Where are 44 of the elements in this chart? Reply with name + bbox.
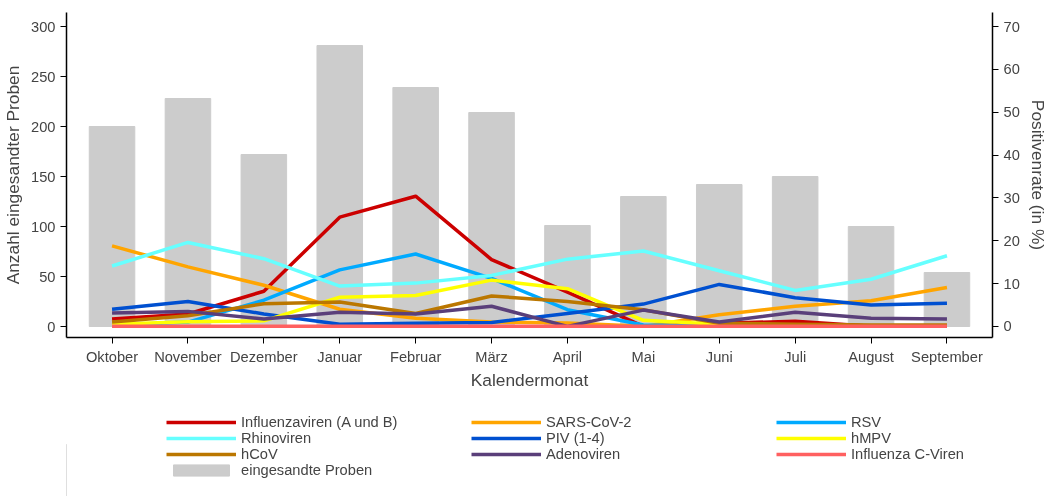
legend-label: hCoV	[241, 446, 279, 462]
legend-label: Adenoviren	[546, 446, 622, 462]
x-tick-label: Januar	[317, 348, 363, 365]
x-tick-label: August	[848, 348, 894, 365]
y2-tick-label: 70	[1003, 18, 1020, 35]
y2-tick-label: 50	[1003, 104, 1020, 121]
x-tick-label: März	[475, 348, 508, 365]
x-axis-title: Kalendermonat	[470, 369, 589, 390]
y2-tick-label: 10	[1003, 275, 1020, 292]
y2-tick-label: 40	[1003, 147, 1020, 164]
y2-tick-label: 20	[1003, 232, 1020, 249]
x-tick-label: Juni	[705, 348, 733, 365]
x-tick-label: Februar	[389, 348, 442, 365]
legend-label: PIV (1-4)	[546, 430, 606, 446]
y-tick-label: 50	[39, 268, 56, 285]
bar	[316, 45, 364, 327]
x-tick-label: April	[552, 348, 583, 365]
bar	[88, 126, 136, 327]
y-tick-label: 150	[31, 168, 56, 185]
x-tick-label: Oktober	[85, 348, 139, 365]
line-series	[110, 240, 949, 293]
x-tick-label: September	[911, 348, 983, 365]
legend-label: SARS-CoV-2	[546, 414, 633, 430]
y-tick-label: 0	[47, 318, 56, 335]
legend-label: Rhinoviren	[241, 430, 313, 446]
legend-label: eingesandte Proben	[241, 462, 374, 478]
y-tick-label: 200	[31, 118, 56, 135]
legend-label: hMPV	[851, 430, 892, 446]
y-tick-label: 300	[31, 18, 56, 35]
line-series	[110, 282, 949, 326]
y-axis-title: Anzahl eingesandter Proben	[3, 65, 24, 285]
x-tick-label: November	[154, 348, 222, 365]
y2-tick-label: 30	[1003, 189, 1020, 206]
legend-label: RSV	[851, 414, 883, 430]
y2-tick-label: 0	[1003, 318, 1012, 335]
y-tick-label: 250	[31, 68, 56, 85]
x-tick-label: Mai	[631, 348, 656, 365]
y-tick-label: 100	[31, 218, 56, 235]
y2-tick-label: 60	[1003, 61, 1020, 78]
x-tick-label: Juli	[784, 348, 807, 365]
legend-label: Influenza C-Viren	[851, 446, 965, 462]
y2-axis-title: Positivenrate (in %)	[1027, 99, 1048, 251]
legend-label: Influenzaviren (A und B)	[241, 414, 399, 430]
x-tick-label: Dezember	[230, 348, 298, 365]
